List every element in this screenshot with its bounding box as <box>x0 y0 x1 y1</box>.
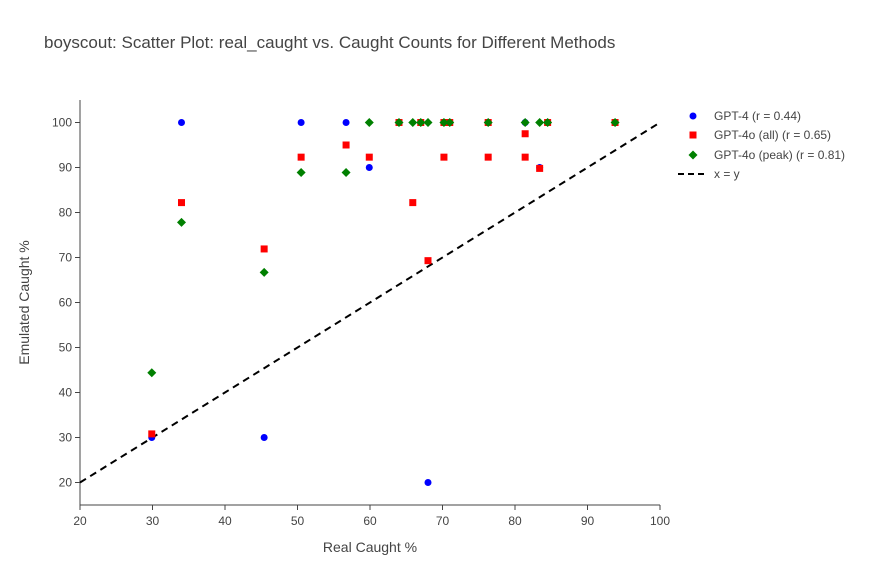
data-point <box>296 167 306 177</box>
data-point <box>424 257 432 265</box>
data-point <box>365 164 373 171</box>
data-point <box>178 199 185 207</box>
legend-label: GPT-4 (r = 0.44) <box>714 108 802 123</box>
data-point <box>147 368 157 378</box>
y-axis-title: Emulated Caught % <box>16 240 32 365</box>
x-tick-label: 20 <box>73 514 87 528</box>
data-point <box>364 118 374 127</box>
legend-swatch <box>678 128 708 142</box>
legend-swatch <box>678 109 708 123</box>
data-point <box>259 267 269 277</box>
legend-marker <box>689 131 697 139</box>
identity-line <box>79 121 661 484</box>
legend-item[interactable]: x = y <box>678 165 845 185</box>
x-tick-label: 50 <box>291 514 305 528</box>
data-point <box>521 153 529 161</box>
y-tick-label: 20 <box>59 476 73 490</box>
x-tick-label: 70 <box>436 514 450 528</box>
series-0 <box>148 119 619 486</box>
y-tick-label: 40 <box>59 386 73 400</box>
x-tick-label: 30 <box>146 514 160 528</box>
data-point <box>148 430 156 438</box>
data-point <box>408 118 418 127</box>
legend-label: GPT-4o (peak) (r = 0.81) <box>714 147 846 162</box>
legend[interactable]: GPT-4 (r = 0.44) GPT-4o (all) (r = 0.65) G… <box>678 106 845 184</box>
data-point <box>439 118 449 127</box>
data-point <box>535 118 545 127</box>
y-tick-label: 70 <box>59 251 73 265</box>
data-point <box>394 118 404 127</box>
data-point <box>521 130 529 138</box>
legend-label: x = y <box>714 167 740 182</box>
data-point <box>342 119 350 126</box>
data-point <box>440 153 448 161</box>
x-tick-label: 90 <box>581 514 595 528</box>
legend-swatch <box>678 148 708 162</box>
x-axis-ticks: 20 30 40 50 60 70 80 90 100 <box>73 505 670 528</box>
y-tick-label: 50 <box>59 341 73 355</box>
x-tick-label: 100 <box>650 514 670 528</box>
y-tick-label: 90 <box>59 161 73 175</box>
series-1 <box>148 119 619 438</box>
data-point <box>297 153 305 161</box>
data-point <box>260 434 268 441</box>
data-point <box>416 118 426 127</box>
y-axis-ticks: 20 30 40 50 60 70 80 90 100 <box>52 116 80 490</box>
data-point <box>342 141 350 149</box>
data-point <box>424 479 432 486</box>
plot-marks <box>79 118 661 486</box>
data-point <box>610 118 620 127</box>
series-2 <box>147 118 620 378</box>
data-point <box>543 118 553 127</box>
data-point <box>423 118 433 127</box>
data-point <box>178 119 185 126</box>
data-point <box>536 164 544 172</box>
y-tick-label: 80 <box>59 206 73 220</box>
data-point <box>365 153 373 161</box>
y-tick-label: 30 <box>59 431 73 445</box>
data-point <box>445 118 455 127</box>
data-point <box>483 118 493 127</box>
data-point <box>520 118 530 127</box>
chart-title: boyscout: Scatter Plot: real_caught vs. … <box>44 33 616 52</box>
legend-label: GPT-4o (all) (r = 0.65) <box>714 128 832 143</box>
data-point <box>177 217 186 227</box>
x-tick-label: 40 <box>218 514 232 528</box>
x-axis-title: Real Caught % <box>323 539 417 555</box>
data-point <box>341 167 351 177</box>
y-tick-label: 60 <box>59 296 73 310</box>
data-point <box>484 153 492 161</box>
legend-item[interactable]: GPT-4o (all) (r = 0.65) <box>678 126 845 146</box>
data-point <box>260 245 268 253</box>
legend-item[interactable]: GPT-4o (peak) (r = 0.81) <box>678 145 845 165</box>
data-point <box>409 199 417 207</box>
x-tick-label: 60 <box>363 514 377 528</box>
legend-marker <box>688 150 698 160</box>
legend-marker <box>689 112 697 120</box>
legend-item[interactable]: GPT-4 (r = 0.44) <box>678 106 845 126</box>
data-point <box>297 119 305 126</box>
y-tick-label: 100 <box>52 116 72 130</box>
legend-swatch <box>678 167 708 181</box>
x-tick-label: 80 <box>508 514 522 528</box>
